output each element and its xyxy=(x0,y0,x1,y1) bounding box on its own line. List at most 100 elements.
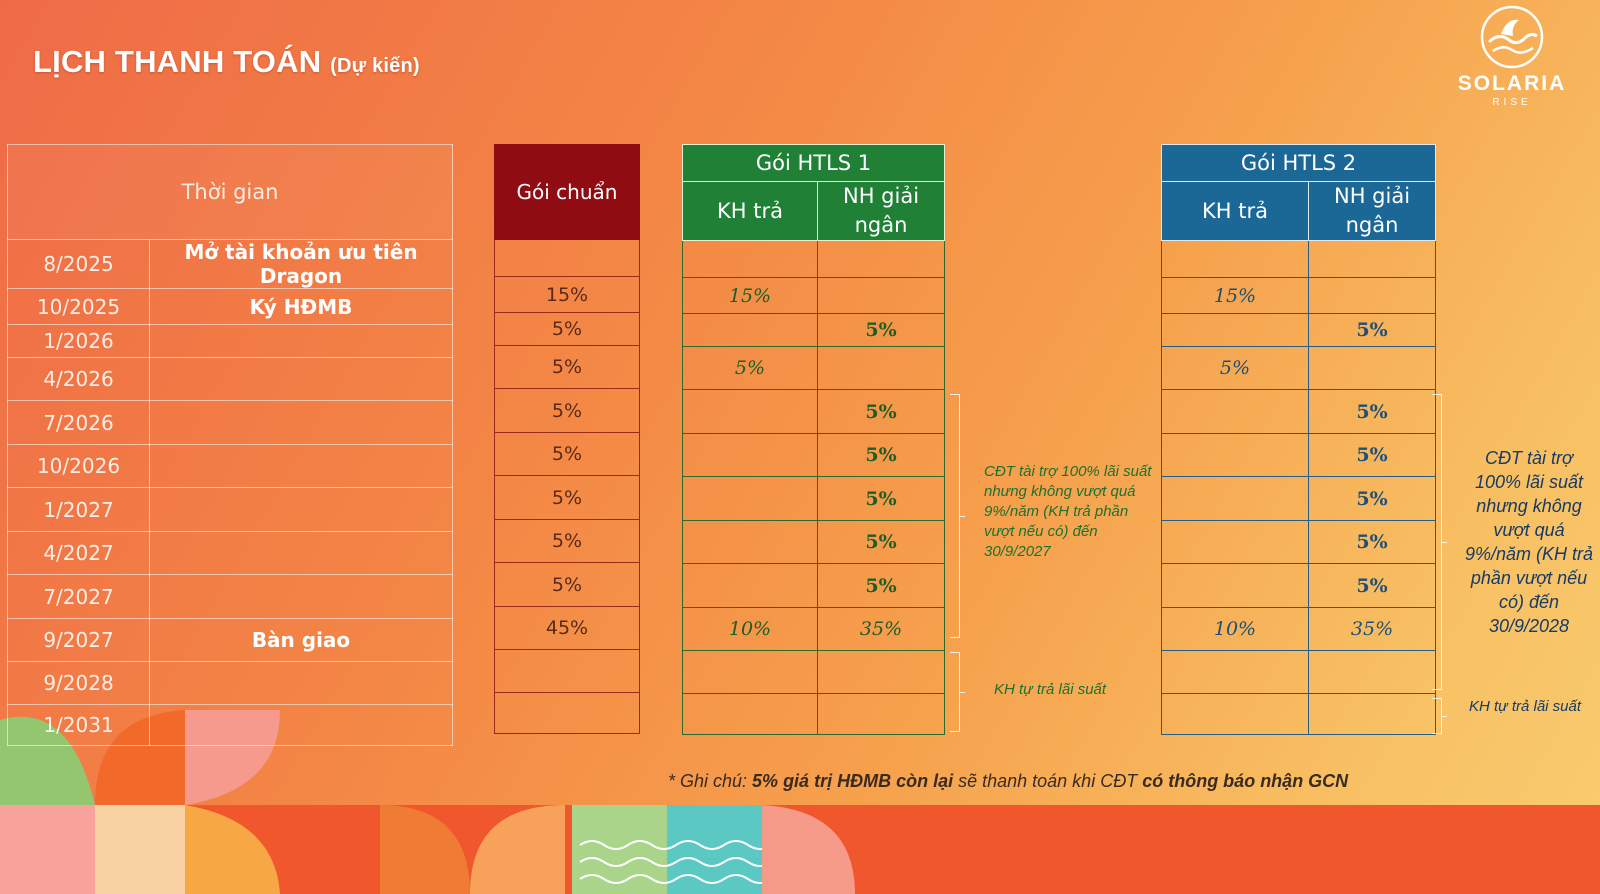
htls2-bank-cell xyxy=(1307,240,1437,278)
htls1-bank-cell: 5% xyxy=(816,433,946,477)
htls2-row: 5% xyxy=(1161,476,1437,521)
time-date-cell: 1/2027 xyxy=(7,487,150,532)
time-event-cell xyxy=(149,487,453,532)
htls2-bank-cell xyxy=(1307,650,1437,694)
htls2-row: 5% xyxy=(1161,520,1437,564)
htls1-bank-cell: 5% xyxy=(816,520,946,564)
title-subtitle: (Dự kiến) xyxy=(330,55,420,77)
standard-row: 5% xyxy=(494,475,640,520)
htls1-customer-cell xyxy=(682,313,818,347)
htls1-customer-cell xyxy=(682,389,818,434)
standard-value-cell xyxy=(494,649,640,693)
standard-value-cell: 5% xyxy=(494,519,640,563)
htls2-customer-cell xyxy=(1161,650,1309,694)
htls1-customer-cell: 10% xyxy=(682,607,818,651)
footnote-prefix: * Ghi chú: xyxy=(668,771,753,791)
htls1-support-bracket xyxy=(950,394,965,638)
standard-row: 5% xyxy=(494,345,640,389)
standard-value-cell: 5% xyxy=(494,312,640,346)
time-row: 1/2027 xyxy=(7,487,453,532)
time-row: 9/2027 Bàn giao xyxy=(7,618,453,662)
time-date-cell: 4/2027 xyxy=(7,531,150,575)
htls1-bank-cell: 35% xyxy=(816,607,946,651)
htls2-row: 5% xyxy=(1161,346,1437,390)
htls2-row xyxy=(1161,650,1437,694)
time-event-cell xyxy=(149,574,453,619)
htls2-row: 15% xyxy=(1161,277,1437,314)
htls2-customer-cell xyxy=(1161,240,1309,278)
standard-value-cell: 5% xyxy=(494,345,640,389)
footnote-bold-2: có thông báo nhận GCN xyxy=(1142,771,1349,791)
time-date-cell: 4/2026 xyxy=(7,357,150,401)
htls2-bank-cell xyxy=(1307,277,1437,314)
time-row: 4/2026 xyxy=(7,357,453,401)
htls2-support-bracket xyxy=(1432,394,1447,690)
htls2-row xyxy=(1161,693,1437,735)
htls2-customer-cell: 10% xyxy=(1161,607,1309,651)
time-date-cell: 10/2026 xyxy=(7,444,150,488)
standard-row: 45% xyxy=(494,606,640,650)
htls1-row: 5% xyxy=(682,389,946,434)
htls1-row: 5% xyxy=(682,433,946,477)
standard-header: Gói chuẩn xyxy=(494,144,640,240)
htls2-customer-cell: 15% xyxy=(1161,277,1309,314)
time-date-cell: 7/2027 xyxy=(7,574,150,619)
standard-value-cell: 45% xyxy=(494,606,640,650)
htls1-bank-cell: 5% xyxy=(816,313,946,347)
time-table: Thời gian 8/2025 Mở tài khoản ưu tiên Dra… xyxy=(7,144,453,746)
standard-row: 5% xyxy=(494,432,640,476)
time-row: 7/2026 xyxy=(7,400,453,445)
time-row: 1/2031 xyxy=(7,704,453,746)
htls2-bank-cell xyxy=(1307,693,1437,735)
time-date-cell: 7/2026 xyxy=(7,400,150,445)
time-event-cell xyxy=(149,444,453,488)
sun-wave-logo-icon xyxy=(1480,5,1544,69)
standard-row: 15% xyxy=(494,276,640,313)
htls2-self-note: KH tự trả lãi suất xyxy=(1468,698,1582,715)
time-event-cell: Ký HĐMB xyxy=(149,288,453,325)
htls1-customer-cell: 15% xyxy=(682,277,818,314)
standard-value-cell: 5% xyxy=(494,432,640,476)
standard-row: 5% xyxy=(494,562,640,607)
htls2-bank-cell: 5% xyxy=(1307,520,1437,564)
htls1-table: Gói HTLS 1 KH trả NH giải ngân 15% 5% 5% 5%… xyxy=(681,144,946,735)
standard-value-cell: 5% xyxy=(494,562,640,607)
htls1-row: 5% xyxy=(682,346,946,390)
htls1-self-bracket xyxy=(950,652,965,732)
htls2-col-customer: KH trả xyxy=(1161,181,1309,241)
htls1-customer-cell xyxy=(682,650,818,694)
htls2-support-note: CĐT tài trợ 100% lãi suất nhưng không vư… xyxy=(1464,448,1594,636)
logo-tagline: RISE xyxy=(1492,97,1532,108)
htls1-row xyxy=(682,693,946,735)
standard-value-cell: 5% xyxy=(494,475,640,520)
htls1-customer-cell xyxy=(682,476,818,521)
htls1-customer-cell xyxy=(682,433,818,477)
htls2-customer-cell xyxy=(1161,433,1309,477)
time-date-cell: 9/2027 xyxy=(7,618,150,662)
title-main: LỊCH THANH TOÁN xyxy=(33,44,322,79)
time-date-cell: 1/2026 xyxy=(7,324,150,358)
htls1-bank-cell xyxy=(816,693,946,735)
htls1-row: 5% xyxy=(682,313,946,347)
time-event-cell: Bàn giao xyxy=(149,618,453,662)
standard-value-cell xyxy=(494,692,640,734)
htls2-bank-cell xyxy=(1307,346,1437,390)
time-event-cell xyxy=(149,400,453,445)
htls2-row: 5% xyxy=(1161,389,1437,434)
time-date-cell: 8/2025 xyxy=(7,239,150,289)
standard-package-table: Gói chuẩn 15% 5% 5% 5% 5% 5% 5% 5% 45% xyxy=(494,144,640,734)
htls2-customer-cell xyxy=(1161,313,1309,347)
htls2-customer-cell xyxy=(1161,520,1309,564)
htls1-customer-cell xyxy=(682,240,818,278)
htls1-customer-cell: 5% xyxy=(682,346,818,390)
htls1-customer-cell xyxy=(682,693,818,735)
htls2-bank-cell: 5% xyxy=(1307,433,1437,477)
htls1-row: 5% xyxy=(682,563,946,608)
htls2-customer-cell: 5% xyxy=(1161,346,1309,390)
time-row: 4/2027 xyxy=(7,531,453,575)
standard-row: 5% xyxy=(494,388,640,433)
standard-row xyxy=(494,692,640,734)
standard-value-cell xyxy=(494,239,640,277)
htls2-customer-cell xyxy=(1161,476,1309,521)
standard-row xyxy=(494,649,640,693)
